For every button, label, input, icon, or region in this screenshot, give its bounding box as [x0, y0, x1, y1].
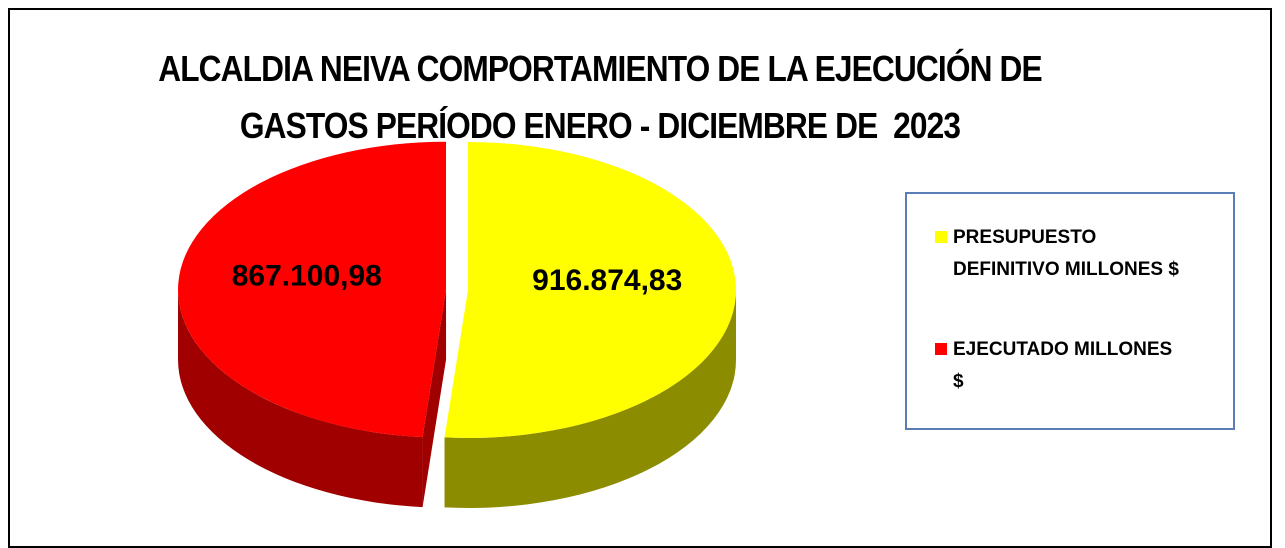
- chart: 916.874,83 867.100,98: [178, 141, 737, 508]
- slice-side: [444, 290, 736, 508]
- pie-slice: [178, 141, 447, 438]
- data-label: 867.100,98: [232, 260, 382, 293]
- legend-label: PRESUPUESTO DEFINITIVO MILLONES $: [953, 227, 1179, 280]
- legend-entry: PRESUPUESTO DEFINITIVO MILLONES $: [935, 222, 1253, 286]
- legend-swatch: [935, 231, 947, 243]
- legend-entry: EJECUTADO MILLONES $: [935, 334, 1253, 398]
- legend-swatch: [935, 343, 947, 355]
- legend-label: EJECUTADO MILLONES $: [953, 339, 1173, 392]
- chart-title: ALCALDIA NEIVA COMPORTAMIENTO DE LA EJEC…: [158, 48, 1050, 146]
- pie-slice: [444, 142, 737, 438]
- slice-side: [178, 289, 423, 508]
- slice-edge: [422, 289, 447, 508]
- data-label: 916.874,83: [532, 264, 682, 297]
- page: 916.874,83 867.100,98 ALCALDIA NEIVA COMP…: [8, 8, 1272, 548]
- legend: PRESUPUESTO DEFINITIVO MILLONES $ EJECUTA…: [905, 192, 1235, 430]
